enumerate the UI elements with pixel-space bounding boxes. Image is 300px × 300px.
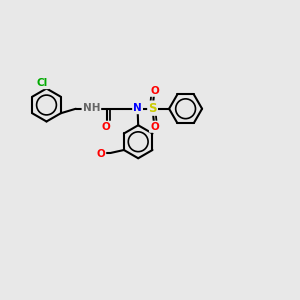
Text: Cl: Cl: [37, 78, 48, 88]
Text: O: O: [150, 122, 159, 132]
Text: O: O: [102, 122, 110, 132]
Text: NH: NH: [82, 103, 100, 113]
Text: S: S: [148, 102, 157, 115]
Text: O: O: [96, 148, 105, 159]
Text: N: N: [133, 103, 142, 113]
Text: O: O: [150, 86, 159, 96]
